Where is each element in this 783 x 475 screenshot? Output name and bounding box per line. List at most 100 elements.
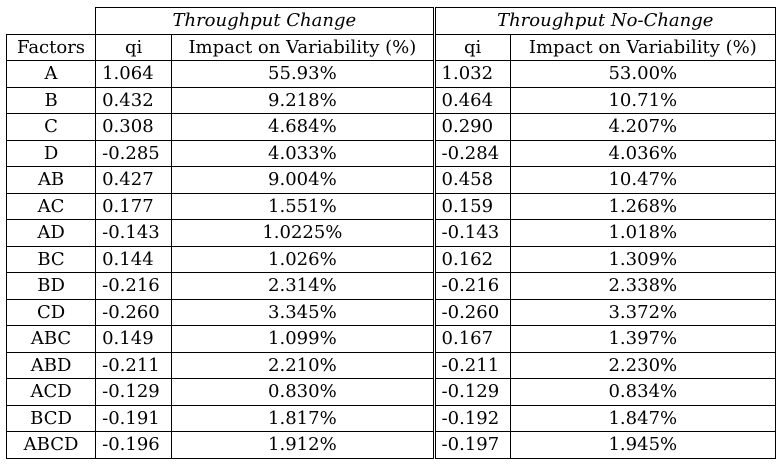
impact-no-change-cell: 1.018%: [509, 219, 777, 247]
factor-cell: AD: [5, 219, 97, 247]
impact-no-change-cell: 53.00%: [509, 60, 777, 88]
column-header-impact-change: Impact on Variability (%): [171, 33, 436, 61]
impact-change-cell: 1.551%: [171, 192, 436, 220]
qi-change-cell: 0.177: [95, 192, 173, 220]
factor-cell: CD: [5, 298, 97, 326]
impact-no-change-cell: 10.71%: [509, 86, 777, 114]
impact-change-cell: 1.912%: [171, 431, 436, 459]
qi-change-cell: 1.064: [95, 60, 173, 88]
impact-change-cell: 1.026%: [171, 245, 436, 273]
factor-cell: ABCD: [5, 431, 97, 459]
group-header-throughput-change: Throughput Change: [95, 7, 436, 35]
qi-change-cell: -0.216: [95, 272, 173, 300]
qi-no-change-cell: -0.129: [433, 378, 511, 406]
qi-no-change-cell: 0.458: [433, 166, 511, 194]
factor-cell: AC: [5, 192, 97, 220]
qi-change-cell: 0.432: [95, 86, 173, 114]
qi-change-cell: -0.196: [95, 431, 173, 459]
qi-change-cell: -0.129: [95, 378, 173, 406]
table-row: BCD -0.191 1.817% -0.192 1.847%: [5, 404, 777, 432]
qi-no-change-cell: -0.216: [433, 272, 511, 300]
table-row: CD -0.260 3.345% -0.260 3.372%: [5, 298, 777, 326]
qi-change-cell: -0.260: [95, 298, 173, 326]
impact-change-cell: 4.033%: [171, 139, 436, 167]
qi-change-cell: 0.308: [95, 113, 173, 141]
qi-no-change-cell: -0.143: [433, 219, 511, 247]
qi-no-change-cell: 1.032: [433, 60, 511, 88]
impact-no-change-cell: 1.268%: [509, 192, 777, 220]
impact-change-cell: 9.004%: [171, 166, 436, 194]
group-header-throughput-no-change: Throughput No-Change: [433, 7, 777, 35]
factor-cell: ABC: [5, 325, 97, 353]
qi-change-cell: 0.427: [95, 166, 173, 194]
impact-no-change-cell: 1.945%: [509, 431, 777, 459]
table-row: BC 0.144 1.026% 0.162 1.309%: [5, 245, 777, 273]
impact-change-cell: 2.210%: [171, 351, 436, 379]
factor-cell: ACD: [5, 378, 97, 406]
table-row: ABD -0.211 2.210% -0.211 2.230%: [5, 351, 777, 379]
factor-cell: BC: [5, 245, 97, 273]
column-header-factors: Factors: [5, 33, 97, 61]
corner-cell: [6, 7, 97, 35]
impact-change-cell: 1.099%: [171, 325, 436, 353]
table-row: ACD -0.129 0.830% -0.129 0.834%: [5, 378, 777, 406]
qi-no-change-cell: 0.167: [433, 325, 511, 353]
table-row: BD -0.216 2.314% -0.216 2.338%: [5, 272, 777, 300]
impact-no-change-cell: 4.036%: [509, 139, 777, 167]
impact-change-cell: 0.830%: [171, 378, 436, 406]
impact-change-cell: 4.684%: [171, 113, 436, 141]
table-row: AC 0.177 1.551% 0.159 1.268%: [5, 192, 777, 220]
qi-no-change-cell: -0.284: [433, 139, 511, 167]
factor-cell: C: [5, 113, 97, 141]
table-row: ABC 0.149 1.099% 0.167 1.397%: [5, 325, 777, 353]
impact-change-cell: 2.314%: [171, 272, 436, 300]
qi-no-change-cell: -0.260: [433, 298, 511, 326]
impact-change-cell: 55.93%: [171, 60, 436, 88]
qi-no-change-cell: 0.464: [433, 86, 511, 114]
factor-cell: BCD: [5, 404, 97, 432]
qi-no-change-cell: 0.159: [433, 192, 511, 220]
qi-change-cell: -0.211: [95, 351, 173, 379]
table-row: AB 0.427 9.004% 0.458 10.47%: [5, 166, 777, 194]
qi-no-change-cell: -0.211: [433, 351, 511, 379]
qi-change-cell: 0.149: [95, 325, 173, 353]
column-header-qi-change: qi: [95, 33, 173, 61]
impact-no-change-cell: 10.47%: [509, 166, 777, 194]
impact-no-change-cell: 4.207%: [509, 113, 777, 141]
impact-no-change-cell: 2.338%: [509, 272, 777, 300]
qi-change-cell: -0.143: [95, 219, 173, 247]
impact-no-change-cell: 3.372%: [509, 298, 777, 326]
impact-no-change-cell: 1.397%: [509, 325, 777, 353]
factor-impact-table: Throughput Change Throughput No-Change F…: [5, 7, 777, 459]
table-body: A 1.064 55.93% 1.032 53.00% B 0.432 9.218% 0.464…: [5, 60, 777, 459]
table-row: D -0.285 4.033% -0.284 4.036%: [5, 139, 777, 167]
table-row: C 0.308 4.684% 0.290 4.207%: [5, 113, 777, 141]
impact-no-change-cell: 1.309%: [509, 245, 777, 273]
impact-change-cell: 1.0225%: [171, 219, 436, 247]
table-row: AD -0.143 1.0225% -0.143 1.018%: [5, 219, 777, 247]
qi-change-cell: 0.144: [95, 245, 173, 273]
factor-cell: D: [5, 139, 97, 167]
qi-change-cell: -0.285: [95, 139, 173, 167]
factor-cell: AB: [5, 166, 97, 194]
qi-change-cell: -0.191: [95, 404, 173, 432]
column-header-impact-no-change: Impact on Variability (%): [509, 33, 777, 61]
table-row: A 1.064 55.93% 1.032 53.00%: [5, 60, 777, 88]
group-header-row: Throughput Change Throughput No-Change: [6, 7, 777, 35]
column-header-qi-no-change: qi: [433, 33, 511, 61]
impact-change-cell: 1.817%: [171, 404, 436, 432]
factor-cell: ABD: [5, 351, 97, 379]
qi-no-change-cell: -0.192: [433, 404, 511, 432]
impact-no-change-cell: 2.230%: [509, 351, 777, 379]
column-header-row: Factors qi Impact on Variability (%) qi …: [5, 33, 777, 61]
factor-cell: B: [5, 86, 97, 114]
qi-no-change-cell: 0.290: [433, 113, 511, 141]
qi-no-change-cell: 0.162: [433, 245, 511, 273]
impact-change-cell: 3.345%: [171, 298, 436, 326]
table-row: ABCD -0.196 1.912% -0.197 1.945%: [5, 431, 777, 459]
impact-no-change-cell: 1.847%: [509, 404, 777, 432]
table-row: B 0.432 9.218% 0.464 10.71%: [5, 86, 777, 114]
factor-cell: A: [5, 60, 97, 88]
factor-cell: BD: [5, 272, 97, 300]
impact-change-cell: 9.218%: [171, 86, 436, 114]
